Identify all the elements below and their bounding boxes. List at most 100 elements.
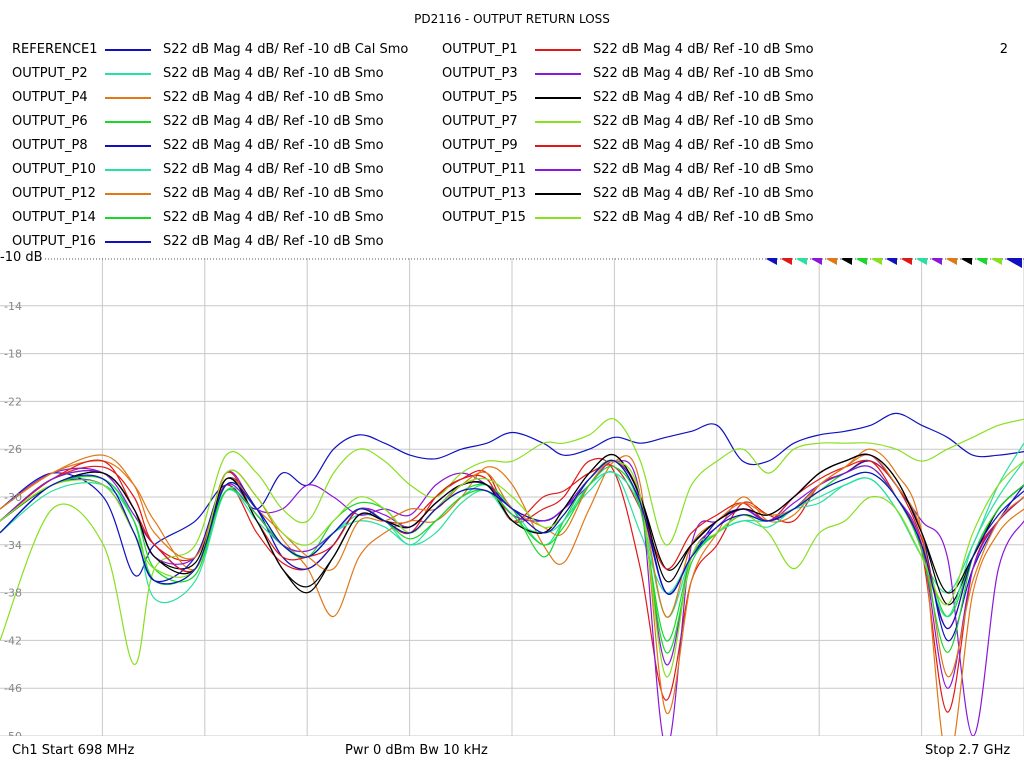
legend-trace-name: OUTPUT_P16: [12, 234, 96, 249]
legend-swatch: [105, 169, 151, 171]
legend-trace-name: OUTPUT_P10: [12, 162, 96, 177]
trace-legend: REFERENCE1 S22 dB Mag 4 dB/ Ref -10 dB Ca…: [0, 0, 1024, 260]
reference-marker: [901, 258, 912, 265]
legend-entry: OUTPUT_P11 S22 dB Mag 4 dB/ Ref -10 dB Sm…: [442, 160, 862, 180]
y-tick-label: -50: [4, 730, 22, 736]
reference-marker: [976, 258, 987, 265]
legend-entry: OUTPUT_P15 S22 dB Mag 4 dB/ Ref -10 dB Sm…: [442, 208, 862, 228]
legend-swatch: [105, 241, 151, 243]
legend-trace-name: REFERENCE1: [12, 42, 98, 57]
reference-marker: [886, 258, 897, 265]
reference-marker: [796, 258, 807, 265]
legend-entry: OUTPUT_P5 S22 dB Mag 4 dB/ Ref -10 dB Smo: [442, 88, 862, 108]
legend-swatch: [535, 169, 581, 171]
legend-trace-name: OUTPUT_P9: [442, 138, 518, 153]
legend-trace-name: OUTPUT_P15: [442, 210, 526, 225]
trace-line: [0, 453, 1024, 594]
y-tick-label: -42: [4, 634, 22, 647]
trace-line: [0, 453, 1024, 736]
legend-trace-params: S22 dB Mag 4 dB/ Ref -10 dB Smo: [163, 138, 384, 153]
trace-line: [0, 459, 1024, 689]
legend-swatch: [535, 121, 581, 123]
legend-trace-params: S22 dB Mag 4 dB/ Ref -10 dB Smo: [163, 162, 384, 177]
legend-entry: OUTPUT_P16 S22 dB Mag 4 dB/ Ref -10 dB Sm…: [12, 232, 432, 252]
legend-trace-params: S22 dB Mag 4 dB/ Ref -10 dB Smo: [163, 66, 384, 81]
legend-entry: OUTPUT_P14 S22 dB Mag 4 dB/ Ref -10 dB Sm…: [12, 208, 432, 228]
legend-entry: OUTPUT_P8 S22 dB Mag 4 dB/ Ref -10 dB Smo: [12, 136, 432, 156]
plot-area[interactable]: -14 -18 -22 -26 -30 -34 -38 -42 -46 -50: [0, 258, 1024, 736]
legend-swatch: [535, 97, 581, 99]
legend-swatch: [535, 217, 581, 219]
window-number: 2: [999, 42, 1008, 57]
chart-title: PD2116 - OUTPUT RETURN LOSS: [414, 12, 610, 26]
reference-marker: [946, 258, 957, 265]
reference-level-label: -10 dB: [0, 250, 45, 265]
reference-marker: [916, 258, 927, 265]
legend-trace-name: OUTPUT_P6: [12, 114, 88, 129]
legend-trace-params: S22 dB Mag 4 dB/ Ref -10 dB Smo: [163, 114, 384, 129]
legend-swatch: [535, 145, 581, 147]
legend-trace-name: OUTPUT_P2: [12, 66, 88, 81]
legend-trace-params: S22 dB Mag 4 dB/ Ref -10 dB Cal Smo: [163, 42, 409, 57]
y-tick-label: -34: [4, 539, 22, 552]
legend-trace-name: OUTPUT_P11: [442, 162, 526, 177]
grid: [0, 258, 1024, 736]
legend-trace-name: OUTPUT_P12: [12, 186, 96, 201]
y-tick-label: -46: [4, 682, 22, 695]
footer-power-bandwidth: Pwr 0 dBm Bw 10 kHz: [345, 743, 488, 758]
legend-trace-name: OUTPUT_P1: [442, 42, 518, 57]
y-tick-label: -14: [4, 300, 22, 313]
legend-swatch: [105, 145, 151, 147]
legend-trace-params: S22 dB Mag 4 dB/ Ref -10 dB Smo: [163, 234, 384, 249]
legend-entry: OUTPUT_P1 S22 dB Mag 4 dB/ Ref -10 dB Smo: [442, 40, 862, 60]
y-tick-label: -18: [4, 348, 22, 361]
legend-swatch: [105, 217, 151, 219]
footer-stop: Stop 2.7 GHz: [925, 743, 1011, 758]
trace-line: [0, 459, 1024, 630]
legend-trace-params: S22 dB Mag 4 dB/ Ref -10 dB Smo: [593, 114, 814, 129]
reference-marker: [991, 258, 1002, 265]
legend-swatch: [105, 73, 151, 75]
legend-trace-name: OUTPUT_P5: [442, 90, 518, 105]
reference-marker: [856, 258, 867, 265]
legend-trace-params: S22 dB Mag 4 dB/ Ref -10 dB Smo: [593, 162, 814, 177]
legend-trace-name: OUTPUT_P4: [12, 90, 88, 105]
legend-entry: OUTPUT_P13 S22 dB Mag 4 dB/ Ref -10 dB Sm…: [442, 184, 862, 204]
reference-marker: [766, 258, 777, 265]
legend-entry: OUTPUT_P12 S22 dB Mag 4 dB/ Ref -10 dB Sm…: [12, 184, 432, 204]
legend-swatch: [105, 97, 151, 99]
y-tick-label: -30: [4, 491, 22, 504]
legend-trace-params: S22 dB Mag 4 dB/ Ref -10 dB Smo: [593, 210, 814, 225]
legend-swatch: [535, 73, 581, 75]
legend-swatch: [105, 121, 151, 123]
legend-trace-params: S22 dB Mag 4 dB/ Ref -10 dB Smo: [163, 90, 384, 105]
reference-marker: [961, 258, 972, 265]
legend-trace-name: OUTPUT_P8: [12, 138, 88, 153]
reference-marker: [826, 258, 837, 265]
legend-swatch: [105, 49, 151, 51]
reference-marker: [811, 258, 822, 265]
legend-trace-params: S22 dB Mag 4 dB/ Ref -10 dB Smo: [593, 90, 814, 105]
reference-marker: [841, 258, 852, 265]
legend-entry: OUTPUT_P3 S22 dB Mag 4 dB/ Ref -10 dB Smo: [442, 64, 862, 84]
reference-marker: [871, 258, 882, 265]
reference-marker: [781, 258, 792, 265]
legend-entry: REFERENCE1 S22 dB Mag 4 dB/ Ref -10 dB Ca…: [12, 40, 432, 60]
legend-entry: OUTPUT_P6 S22 dB Mag 4 dB/ Ref -10 dB Smo: [12, 112, 432, 132]
legend-trace-params: S22 dB Mag 4 dB/ Ref -10 dB Smo: [593, 42, 814, 57]
legend-trace-name: OUTPUT_P3: [442, 66, 518, 81]
legend-trace-name: OUTPUT_P14: [12, 210, 96, 225]
legend-trace-name: OUTPUT_P13: [442, 186, 526, 201]
y-tick-label: -26: [4, 443, 22, 456]
legend-trace-params: S22 dB Mag 4 dB/ Ref -10 dB Smo: [163, 210, 384, 225]
legend-entry: OUTPUT_P9 S22 dB Mag 4 dB/ Ref -10 dB Smo: [442, 136, 862, 156]
footer-start: Ch1 Start 698 MHz: [12, 743, 135, 758]
reference-markers: [766, 258, 1022, 268]
reference-marker: [931, 258, 942, 265]
legend-swatch: [535, 49, 581, 51]
y-tick-label: -38: [4, 587, 22, 600]
legend-entry: OUTPUT_P4 S22 dB Mag 4 dB/ Ref -10 dB Smo: [12, 88, 432, 108]
reference-marker: [1006, 258, 1022, 268]
y-tick-labels: -14 -18 -22 -26 -30 -34 -38 -42 -46 -50: [4, 300, 22, 736]
legend-trace-params: S22 dB Mag 4 dB/ Ref -10 dB Smo: [593, 66, 814, 81]
